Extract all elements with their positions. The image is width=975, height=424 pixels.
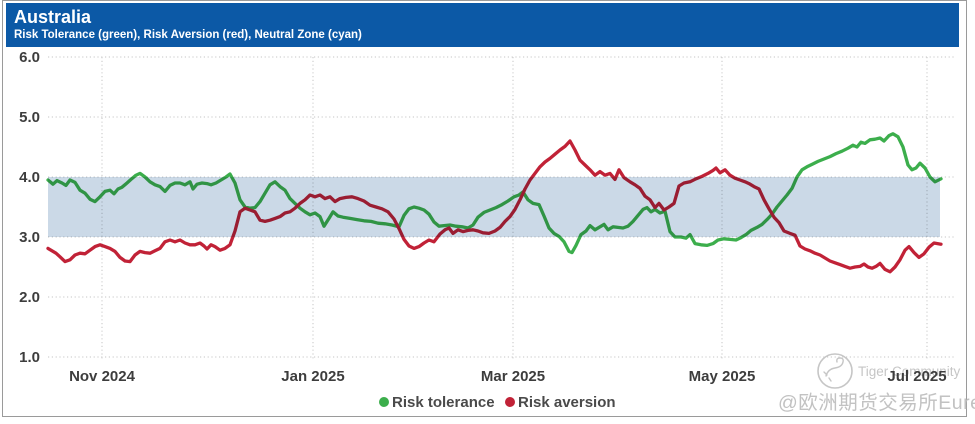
x-tick-label: Nov 2024 — [69, 368, 136, 385]
x-tick-label: Jan 2025 — [281, 368, 344, 385]
tiger-logo-icon — [817, 353, 853, 389]
legend-dot-icon — [379, 397, 389, 407]
watermark: Tiger Community @欧洲期货交易所Eurex — [778, 353, 975, 414]
legend-label: Risk tolerance — [392, 394, 495, 411]
legend-item-risk-tolerance[interactable]: Risk tolerance — [379, 394, 495, 411]
y-tick-label: 5.0 — [19, 109, 40, 126]
y-tick-label: 3.0 — [19, 229, 40, 246]
watermark-brand: Tiger Community — [858, 364, 961, 379]
x-tick-label: May 2025 — [689, 368, 756, 385]
neutral-zone-band — [48, 177, 940, 237]
y-tick-label: 1.0 — [19, 349, 40, 366]
y-tick-label: 2.0 — [19, 289, 40, 306]
chart-header: Australia Risk Tolerance (green), Risk A… — [6, 3, 959, 47]
chart-subtitle: Risk Tolerance (green), Risk Aversion (r… — [14, 29, 362, 41]
watermark-handle: @欧洲期货交易所Eurex — [778, 392, 975, 414]
y-tick-label: 4.0 — [19, 169, 40, 186]
tiger-logo-doodle — [823, 357, 844, 382]
y-tick-label: 6.0 — [19, 49, 40, 66]
legend-item-risk-aversion[interactable]: Risk aversion — [505, 394, 616, 411]
legend-label: Risk aversion — [518, 394, 616, 411]
chart-title: Australia — [14, 7, 92, 27]
x-tick-label: Jul 2025 — [887, 368, 946, 385]
x-tick-label: Mar 2025 — [481, 368, 545, 385]
legend-dot-icon — [505, 397, 515, 407]
